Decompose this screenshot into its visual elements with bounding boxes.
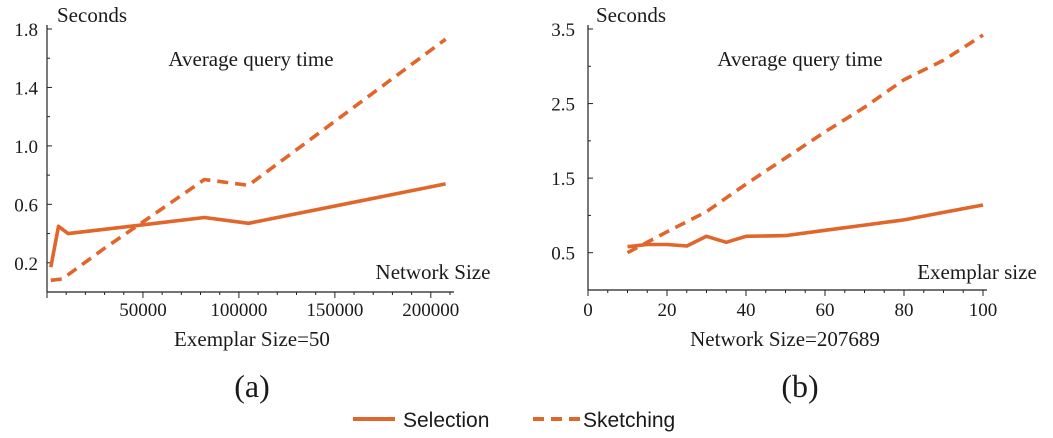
x-tick-label: 80 bbox=[895, 300, 914, 321]
ticks-b: 0 20 40 60 80 100 0.5 1.5 2.5 3.5 bbox=[551, 20, 997, 321]
y-tick-label: 0.5 bbox=[551, 244, 575, 265]
panel-label-b: (b) bbox=[781, 368, 818, 404]
chart-panel-a: 50000 100000 150000 200000 0.2 0.6 1.0 1.4 1.8 S… bbox=[14, 3, 490, 404]
ticks-a: 50000 100000 150000 200000 0.2 0.6 1.0 1.4 1.8 bbox=[14, 20, 459, 321]
x-axis-inline-label-a: Network Size bbox=[376, 260, 491, 284]
x-tick-label: 60 bbox=[816, 300, 835, 321]
panel-label-a: (a) bbox=[234, 368, 270, 404]
series-line-sketching bbox=[50, 37, 447, 283]
x-tick-label: 100 bbox=[969, 300, 998, 321]
series-line-selection bbox=[627, 203, 984, 249]
x-tick-label: 150000 bbox=[306, 300, 363, 321]
y-tick-label: 1.0 bbox=[14, 137, 38, 158]
legend-label-sketching: Sketching bbox=[583, 409, 675, 432]
chart-title-b: Average query time bbox=[717, 47, 882, 71]
y-tick-label: 1.8 bbox=[14, 20, 38, 41]
y-tick-label: 3.5 bbox=[551, 20, 575, 41]
y-tick-label: 0.6 bbox=[14, 195, 38, 216]
y-tick-label: 1.4 bbox=[14, 78, 38, 99]
chart-panel-b: 0 20 40 60 80 100 0.5 1.5 2.5 3.5 Seconds Average… bbox=[551, 3, 1037, 404]
x-tick-label: 0 bbox=[583, 300, 593, 321]
series-line-sketching bbox=[626, 33, 984, 255]
x-tick-label: 20 bbox=[658, 300, 677, 321]
series-lines-b bbox=[626, 33, 984, 255]
caption-a: Exemplar Size=50 bbox=[174, 327, 330, 351]
x-tick-label: 40 bbox=[737, 300, 756, 321]
chart-title-a: Average query time bbox=[168, 47, 333, 71]
caption-b: Network Size=207689 bbox=[690, 327, 880, 351]
x-tick-label: 100000 bbox=[210, 300, 267, 321]
x-tick-label: 200000 bbox=[402, 300, 459, 321]
series-line-selection bbox=[49, 182, 446, 268]
y-tick-label: 0.2 bbox=[14, 254, 38, 275]
x-tick-label: 50000 bbox=[119, 300, 167, 321]
series-lines-a bbox=[49, 37, 447, 283]
y-tick-label: 1.5 bbox=[551, 169, 575, 190]
y-axis-label-a: Seconds bbox=[57, 3, 127, 27]
y-axis-label-b: Seconds bbox=[596, 3, 666, 27]
legend-label-selection: Selection bbox=[403, 409, 489, 432]
x-axis-inline-label-b: Exemplar size bbox=[917, 260, 1037, 284]
legend: Selection Sketching bbox=[353, 409, 675, 432]
y-tick-label: 2.5 bbox=[551, 95, 575, 116]
